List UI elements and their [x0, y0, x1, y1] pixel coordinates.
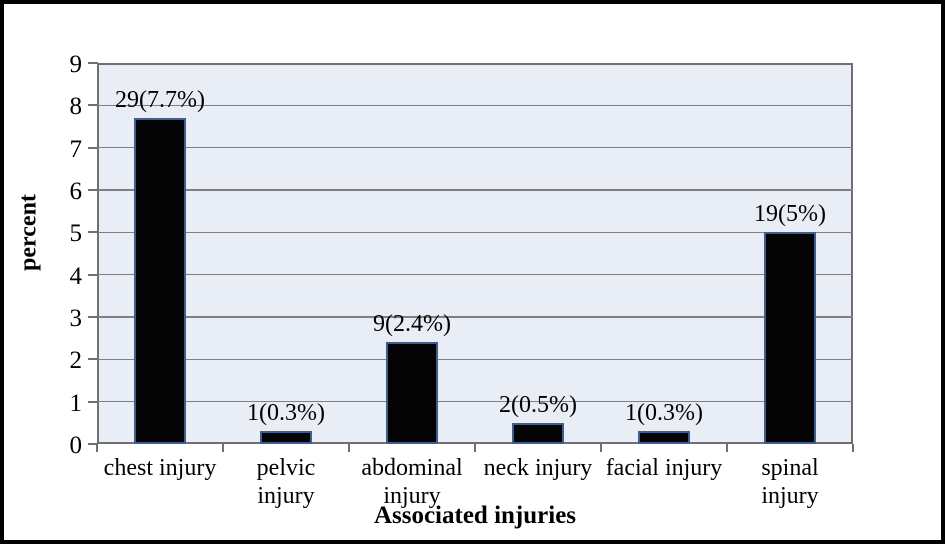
y-axis-tick-label: 3 [69, 305, 83, 332]
gridline [97, 358, 853, 361]
y-axis-tick [88, 62, 98, 64]
x-axis-tick [852, 444, 854, 452]
y-axis-tick-label: 9 [69, 51, 83, 78]
gridline [97, 400, 853, 403]
gridline [97, 316, 853, 318]
category-label-line: spinal [761, 455, 819, 481]
y-axis-tick-label: 4 [69, 262, 83, 290]
y-axis-tick-label: 0 [69, 432, 83, 459]
y-axis-tick [88, 400, 98, 403]
category-label-line: injury [383, 483, 441, 509]
x-axis-title: Associated injuries [373, 502, 577, 529]
bar-neck-injury [512, 422, 564, 444]
bar-data-label: 1(0.3%) [625, 400, 703, 427]
y-axis-tick [88, 443, 98, 445]
gridline [97, 104, 853, 107]
y-axis-title: percent [15, 194, 42, 271]
x-axis-tick-label: pelvic injury [223, 454, 349, 510]
category-label-line: pelvic [256, 455, 316, 481]
category-label-line: facial injury [605, 455, 723, 481]
y-axis-tick-label: 2 [69, 347, 83, 375]
category-label-line: neck injury [483, 455, 593, 481]
category-label-line: injury [257, 483, 315, 509]
category-label-line: abdominal [361, 455, 463, 481]
x-axis-tick [96, 444, 98, 452]
y-axis-tick-label: 1 [69, 389, 83, 417]
y-axis-tick-label: 5 [69, 220, 83, 248]
x-axis-tick-label: facial injury [601, 454, 727, 482]
category-label-line: injury [761, 483, 819, 509]
bar-pelvic-injury [260, 431, 312, 444]
y-axis-tick [88, 146, 98, 149]
bar-data-label: 19(5%) [754, 201, 826, 228]
bar-spinal-injury [764, 232, 816, 444]
gridline [97, 273, 853, 276]
bar-data-label: 1(0.3%) [247, 400, 325, 427]
x-axis-tick [474, 444, 476, 452]
x-axis-tick [222, 444, 224, 452]
x-axis-tick-label: chest injury [97, 454, 223, 482]
y-axis-tick-label: 6 [69, 178, 83, 205]
gridline [97, 231, 853, 234]
bar-data-label: 29(7.7%) [115, 87, 205, 114]
bar-data-label: 9(2.4%) [373, 311, 451, 338]
gridline [97, 189, 853, 191]
bar-data-label: 2(0.5%) [499, 391, 577, 418]
bar-abdominal-injury [386, 342, 438, 444]
x-axis-tick [726, 444, 728, 452]
y-axis-tick [88, 231, 98, 234]
y-axis-tick [88, 316, 98, 318]
x-axis-tick-label: abdominal injury [349, 454, 475, 510]
y-axis-tick [88, 273, 98, 276]
category-label-line: chest injury [103, 455, 217, 481]
x-axis-tick-label: spinal injury [727, 454, 853, 510]
bar-chest-injury [134, 118, 186, 444]
y-axis-tick-label: 8 [69, 93, 83, 121]
gridline [97, 146, 853, 149]
y-axis-tick [88, 104, 98, 107]
y-axis-tick [88, 189, 98, 191]
plot-area [97, 63, 853, 444]
x-axis-tick [348, 444, 350, 452]
x-axis-tick [600, 444, 602, 452]
y-axis-tick-label: 7 [69, 135, 83, 163]
y-axis-tick [88, 358, 98, 361]
x-axis-tick-label: neck injury [475, 454, 601, 482]
bar-facial-injury [638, 431, 690, 444]
